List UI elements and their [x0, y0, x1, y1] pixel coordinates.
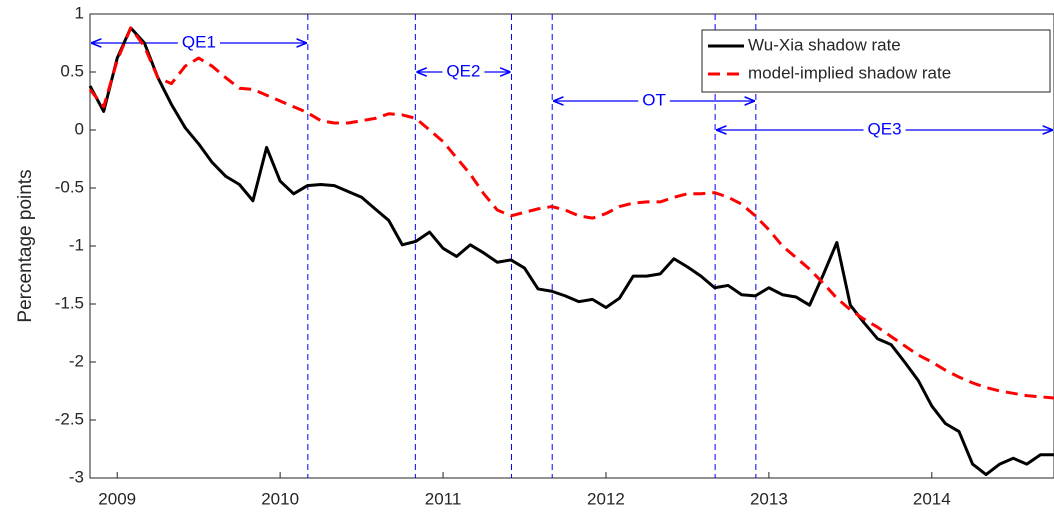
legend-label: Wu-Xia shadow rate: [748, 35, 901, 54]
annotation-label: QE1: [182, 32, 216, 51]
y-tick-label: -2.5: [55, 409, 84, 428]
y-tick-label: -1: [69, 235, 84, 254]
x-tick-label: 2013: [750, 489, 788, 508]
legend-label: model-implied shadow rate: [748, 63, 951, 82]
annotation-label: QE2: [446, 61, 480, 80]
y-tick-label: -2: [69, 351, 84, 370]
annotation-label-bg: [638, 90, 670, 110]
x-tick-label: 2011: [425, 489, 462, 508]
annotation-label-bg: [442, 61, 485, 81]
annotation-label: OT: [642, 90, 666, 109]
y-tick-label: 0: [75, 119, 84, 138]
y-axis-label: Percentage points: [15, 169, 36, 322]
x-tick-label: 2009: [98, 489, 136, 508]
y-tick-label: -0.5: [55, 177, 84, 196]
x-tick-label: 2012: [587, 489, 625, 508]
series-line: [88, 26, 1054, 400]
annotation-label: QE3: [868, 119, 902, 138]
x-tick-label: 2014: [913, 489, 951, 508]
annotation-label-bg: [177, 32, 220, 52]
y-tick-label: -3: [69, 467, 84, 486]
y-tick-label: 0.5: [60, 61, 84, 80]
x-tick-label: 2010: [261, 489, 299, 508]
y-tick-label: -1.5: [55, 293, 84, 312]
legend-box: [701, 29, 1051, 93]
annotation-label-bg: [863, 119, 906, 139]
y-tick-label: 1: [75, 3, 84, 22]
series-line: [88, 26, 1054, 477]
